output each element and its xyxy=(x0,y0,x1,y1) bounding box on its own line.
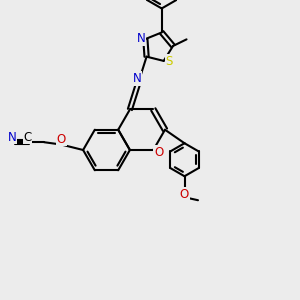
Text: N: N xyxy=(133,72,142,85)
Text: N: N xyxy=(136,32,145,45)
Text: N: N xyxy=(8,130,17,144)
Text: O: O xyxy=(57,133,66,146)
Text: C: C xyxy=(23,130,32,144)
Text: O: O xyxy=(180,188,189,201)
Text: O: O xyxy=(154,146,163,159)
Text: S: S xyxy=(165,55,173,68)
